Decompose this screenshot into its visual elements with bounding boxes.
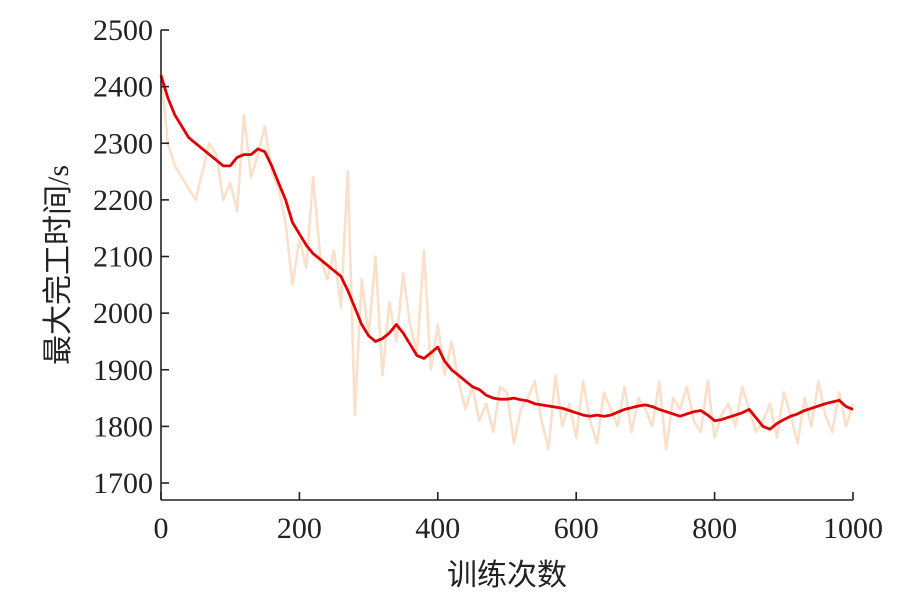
y-tick-label: 1700	[93, 467, 153, 500]
x-tick-label: 400	[415, 512, 460, 545]
y-tick-label: 2000	[93, 297, 153, 330]
x-tick-label: 800	[692, 512, 737, 545]
y-axis-title: 最大完工时间/s	[42, 165, 75, 365]
y-tick-label: 2400	[93, 71, 153, 104]
axes	[160, 30, 853, 501]
raw-series-line	[159, 75, 855, 451]
y-tick-label: 2300	[93, 127, 153, 160]
x-tick-label: 200	[277, 512, 322, 545]
y-tick-label: 1900	[93, 354, 153, 387]
x-tick-label: 0	[154, 512, 169, 545]
y-tick-label: 2200	[93, 184, 153, 217]
y-tick-label: 1800	[93, 410, 153, 443]
x-tick-label: 600	[554, 512, 599, 545]
x-tick-label: 1000	[823, 512, 883, 545]
smoothed-series-line	[159, 74, 854, 431]
x-axis-title: 训练次数	[447, 559, 567, 592]
ticks: 0 200 400 600 800 1000 1700 1800 1900 2000 2100 220…	[93, 14, 883, 545]
y-tick-label: 2100	[93, 241, 153, 274]
y-tick-label: 2500	[93, 14, 153, 47]
plot-series	[159, 74, 855, 451]
